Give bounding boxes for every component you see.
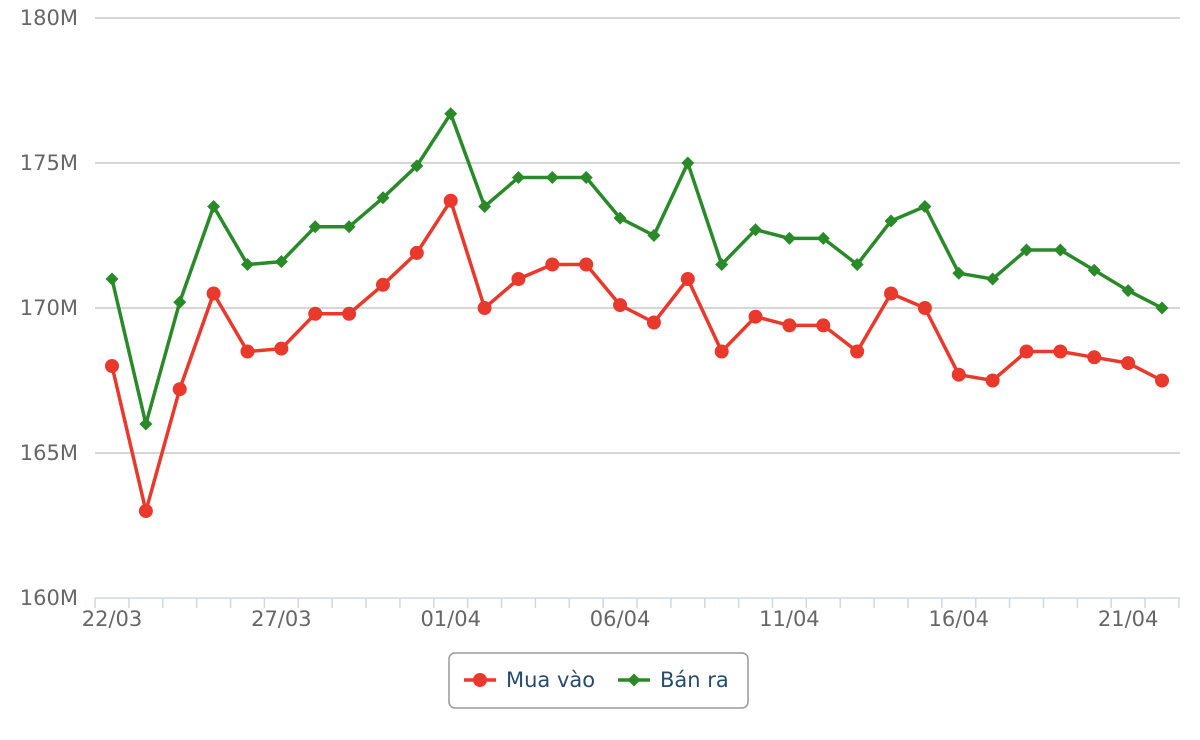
data-point[interactable] [816,318,831,333]
data-point[interactable] [986,272,1000,286]
data-point[interactable] [172,382,187,397]
x-axis: 22/03 27/03 01/04 06/04 11/04 16/04 21/04 [82,597,1180,631]
data-point[interactable] [477,301,492,315]
data-point[interactable] [443,193,458,208]
data-point[interactable] [308,220,322,234]
data-point[interactable] [782,231,796,245]
x-tick-label: 16/04 [929,607,990,631]
data-point[interactable] [138,504,153,518]
data-point[interactable] [342,306,357,321]
x-tick-label: 21/04 [1098,607,1159,631]
data-point[interactable] [1053,344,1068,359]
data-point[interactable] [884,214,898,228]
x-tick-label: 22/03 [82,607,143,631]
data-point[interactable] [647,229,661,242]
x-tick-label: 06/04 [590,607,651,631]
data-point[interactable] [274,255,288,269]
data-point[interactable] [342,220,356,234]
y-axis-labels: 160M 165M 170M 175M 180M [20,6,78,610]
data-point[interactable] [173,295,187,309]
data-point[interactable] [545,257,560,272]
data-point[interactable] [917,301,932,315]
series-line [110,198,1163,513]
data-point[interactable] [850,344,865,359]
series-1 [105,193,1169,518]
x-tick-label: 27/03 [251,607,312,631]
y-tick-label: 160M [20,586,78,610]
data-point[interactable] [139,417,153,431]
data-point[interactable] [105,359,119,373]
data-point[interactable] [782,318,797,333]
data-point[interactable] [410,159,424,173]
data-point[interactable] [1155,373,1169,388]
data-point[interactable] [511,171,525,184]
data-point[interactable] [918,200,932,213]
data-point[interactable] [850,258,864,271]
data-point[interactable] [1087,350,1102,365]
data-point[interactable] [1053,243,1067,257]
data-point[interactable] [545,171,559,184]
data-point[interactable] [375,277,390,292]
data-point[interactable] [715,258,729,271]
legend-label: Mua vào [506,668,595,692]
x-tick-label: 01/04 [420,607,481,631]
data-point[interactable] [816,231,830,245]
data-point[interactable] [613,298,628,313]
data-point[interactable] [308,306,323,321]
data-point[interactable] [207,200,221,213]
legend-item[interactable]: Bán ra [618,668,729,692]
series-layer [105,107,1169,518]
legend-label: Bán ra [660,668,729,692]
data-point[interactable] [1020,243,1034,257]
y-tick-label: 165M [20,441,78,465]
data-point[interactable] [748,309,763,324]
data-point[interactable] [749,223,763,237]
data-point[interactable] [579,171,593,184]
data-point[interactable] [952,266,966,280]
data-point[interactable] [985,373,1000,388]
data-point[interactable] [714,344,729,359]
legend[interactable]: Mua vào Bán ra [448,652,749,709]
data-point[interactable] [1019,344,1034,359]
legend-marker [473,673,487,687]
data-point[interactable] [444,107,458,121]
legend-marker [627,673,641,687]
y-tick-label: 170M [20,296,78,320]
y-tick-label: 180M [20,6,78,30]
legend-box [448,652,749,709]
data-point[interactable] [409,245,424,260]
data-point[interactable] [646,315,661,330]
data-point[interactable] [240,258,254,271]
data-point[interactable] [579,257,594,272]
data-point[interactable] [884,286,899,301]
data-point[interactable] [376,191,390,205]
data-point[interactable] [680,272,695,286]
data-point[interactable] [1087,263,1101,277]
data-point[interactable] [206,286,221,301]
data-point[interactable] [1155,301,1169,315]
y-tick-label: 175M [20,151,78,175]
data-point[interactable] [1121,284,1135,298]
data-point[interactable] [681,156,695,170]
series-2 [105,107,1169,431]
data-point[interactable] [478,200,492,213]
grid-layer [95,17,1180,454]
data-point[interactable] [274,341,289,356]
data-point[interactable] [105,272,119,286]
data-point[interactable] [511,272,526,286]
data-point[interactable] [240,344,255,359]
legend-item[interactable]: Mua vào [464,668,595,692]
data-point[interactable] [613,211,627,225]
data-point[interactable] [951,367,966,382]
x-tick-label: 11/04 [759,607,820,631]
series-line [110,111,1163,426]
data-point[interactable] [1121,356,1136,371]
